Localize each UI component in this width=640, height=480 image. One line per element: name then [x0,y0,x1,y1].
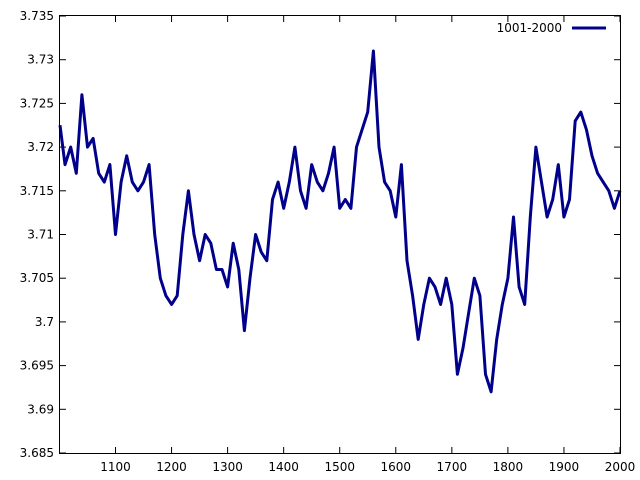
y-tick-label: 3.69 [27,402,54,416]
y-tick-label: 3.72 [27,140,54,154]
y-tick-label: 3.73 [27,53,54,67]
legend-label: 1001-2000 [497,21,562,35]
y-tick-label: 3.71 [27,228,54,242]
y-tick-label: 3.705 [20,271,54,285]
x-tick-label: 1200 [156,460,187,474]
y-tick-label: 3.725 [20,96,54,110]
x-tick-label: 1500 [324,460,355,474]
x-tick-label: 1600 [381,460,412,474]
y-tick-label: 3.695 [20,359,54,373]
x-tick-label: 1700 [437,460,468,474]
x-tick-label: 2000 [605,460,636,474]
y-tick-label: 3.685 [20,446,54,460]
plot-frame [59,15,621,454]
series-layer [58,49,622,394]
x-tick-label: 1800 [493,460,524,474]
x-tick-label: 1400 [268,460,299,474]
y-tick-label: 3.7 [35,315,54,329]
x-tick-label: 1900 [549,460,580,474]
y-tick-label: 3.735 [20,9,54,23]
y-tick-label: 3.715 [20,184,54,198]
legend: 1001-2000 [497,21,606,35]
x-tick-label: 1300 [212,460,243,474]
x-tick-label: 1100 [100,460,131,474]
axis-ticks: 1100 1200 1300 1400 1500 1600 1700 1800 1900 2000… [20,9,636,474]
series-line-0 [58,49,622,394]
